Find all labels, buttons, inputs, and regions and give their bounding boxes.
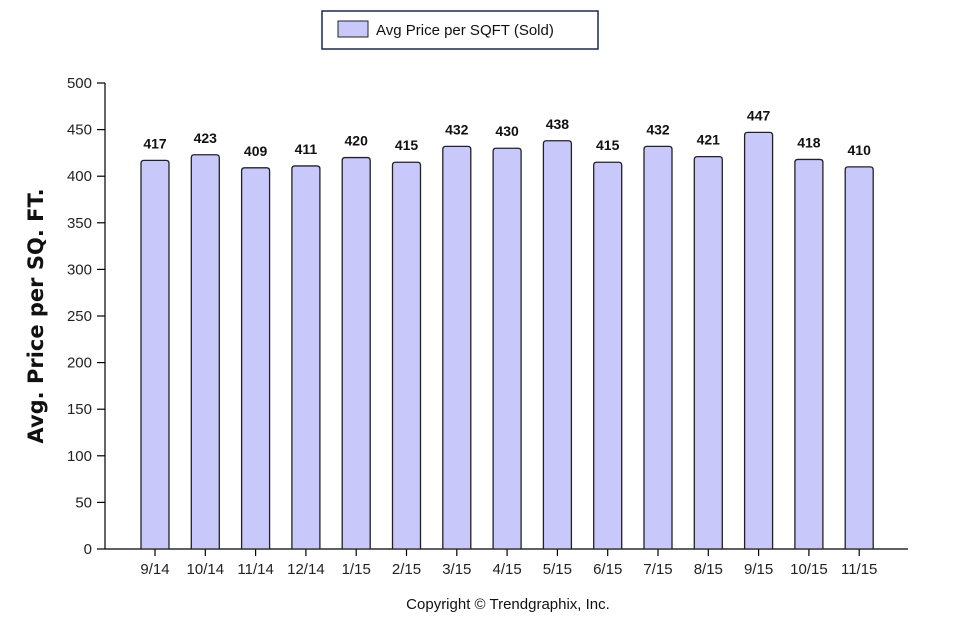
y-tick-label: 400 [67, 168, 92, 185]
data-label: 421 [697, 132, 721, 148]
data-label: 410 [848, 142, 872, 158]
y-tick-label: 100 [67, 448, 92, 465]
legend: Avg Price per SQFT (Sold) [321, 10, 599, 50]
x-tick-label: 5/15 [543, 561, 572, 578]
bar-11-14 [240, 167, 271, 550]
y-tick-label: 200 [67, 355, 92, 372]
bar-10-15 [794, 158, 824, 550]
data-label: 415 [395, 137, 419, 153]
copyright-text: Copyright © Trendgraphix, Inc. [406, 596, 610, 613]
y-tick-label: 500 [67, 75, 92, 92]
data-label: 430 [495, 123, 519, 139]
x-axis: 9/14 10/14 11/14 12/14 1/15 2/15 3/15 4/15 5/15 6… [105, 548, 908, 578]
data-label: 447 [747, 107, 771, 123]
data-label: 432 [445, 121, 469, 137]
bar-4-15 [492, 147, 522, 550]
y-tick-label: 150 [67, 401, 92, 418]
data-label: 438 [546, 116, 570, 132]
bar-3-15 [442, 145, 472, 550]
bar-9-15 [743, 131, 774, 550]
data-labels: 417 423 409 411 420 415 432 430 438 415 432 421 447 4… [143, 107, 871, 158]
x-tick-label: 4/15 [492, 561, 521, 578]
x-tick-label: 9/15 [744, 561, 773, 578]
legend-label: Avg Price per SQFT (Sold) [376, 22, 554, 39]
bar-11-15 [844, 166, 874, 550]
data-label: 432 [646, 121, 670, 137]
y-tick-label: 50 [75, 494, 92, 511]
bar-10-14 [190, 154, 220, 550]
data-label: 417 [143, 135, 167, 151]
y-axis: 0 50 100 150 200 250 300 350 400 450 500 [67, 75, 106, 558]
data-label: 420 [345, 133, 369, 149]
x-tick-label: 6/15 [593, 561, 622, 578]
x-tick-label: 2/15 [392, 561, 421, 578]
x-tick-label: 10/14 [187, 561, 225, 578]
y-tick-label: 0 [84, 541, 92, 558]
data-label: 411 [295, 141, 318, 157]
bar-2-15 [391, 161, 422, 550]
bar-1-15 [341, 156, 371, 550]
data-label: 418 [797, 134, 821, 150]
y-tick-label: 300 [67, 261, 92, 278]
x-tick-label: 11/15 [841, 561, 877, 578]
x-tick-label: 9/14 [140, 561, 169, 578]
bar-12-14 [291, 165, 321, 550]
x-tick-label: 1/15 [342, 561, 371, 578]
data-label: 423 [194, 130, 218, 146]
x-tick-label: 7/15 [643, 561, 672, 578]
bar-5-15 [542, 140, 573, 550]
bars [140, 131, 874, 550]
x-tick-label: 8/15 [694, 561, 723, 578]
bar-7-15 [643, 145, 673, 550]
legend-swatch [337, 20, 369, 38]
x-tick-label: 12/14 [287, 561, 325, 578]
bar-8-15 [693, 155, 723, 550]
y-axis-label: Avg. Price per SQ. FT. [24, 188, 48, 443]
y-tick-label: 250 [67, 308, 92, 325]
bar-9-14 [140, 159, 170, 550]
y-tick-label: 350 [67, 215, 92, 232]
x-tick-label: 10/15 [790, 561, 828, 578]
y-tick-label: 450 [67, 122, 92, 139]
bar-6-15 [593, 161, 623, 550]
x-tick-label: 11/14 [237, 561, 273, 578]
data-label: 415 [596, 137, 620, 153]
x-tick-label: 3/15 [442, 561, 471, 578]
data-label: 409 [244, 143, 268, 159]
